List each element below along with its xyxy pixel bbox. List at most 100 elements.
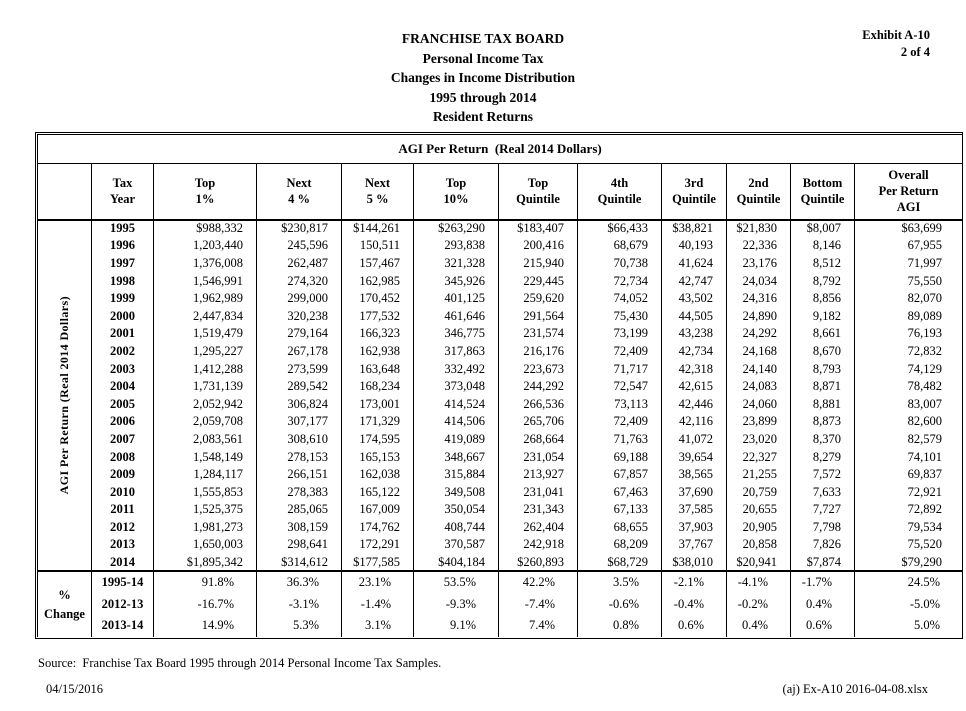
value-cell-overall-agi: 72,921 [853,483,964,501]
value-cell-top-10pct: 414,506 [413,413,499,431]
exhibit-number: Exhibit A-10 [862,28,930,42]
value-cell-next-4pct: 266,151 [256,465,342,484]
pct-value-cell-3rd-quintile: -0.4% [661,593,727,615]
value-cell-2nd-quintile: 23,899 [726,413,791,431]
year-cell: 2010 [91,483,154,501]
value-cell-2nd-quintile: 20,759 [726,483,791,501]
value-cell-top-quintile: 223,673 [498,360,578,378]
value-cell-4th-quintile: 72,409 [577,413,662,431]
value-cell-bottom-quintile: 8,670 [790,342,855,361]
year-cell: 2000 [91,307,154,326]
value-cell-3rd-quintile: 41,624 [661,254,727,273]
value-cell-top-10pct: 419,089 [413,430,499,449]
column-header-tax-year: Tax Year [91,163,154,221]
value-cell-top-quintile: 265,706 [498,413,578,431]
value-cell-overall-agi: 82,070 [853,289,964,308]
value-cell-next-5pct: 170,452 [341,289,414,308]
value-cell-4th-quintile: $66,433 [577,219,662,238]
value-cell-top-10pct: 332,492 [413,360,499,378]
column-header-2nd-quintile: 2nd Quintile [726,163,791,221]
table-row-2010: 2010 1,555,853 278,383 165,122 349,508 231,04… [38,483,964,501]
year-cell: 2012 [91,518,154,537]
year-cell: 2005 [91,395,154,414]
value-cell-top-1pct: 1,284,117 [153,465,257,484]
value-cell-3rd-quintile: 43,238 [661,325,727,343]
value-cell-top-quintile: 231,054 [498,448,578,466]
pct-value-cell-next-5pct: -1.4% [341,593,414,615]
value-cell-next-4pct: $230,817 [256,219,342,238]
value-cell-4th-quintile: 75,430 [577,307,662,326]
pct-value-cell-top-quintile: 7.4% [498,614,578,637]
footer-date: 04/15/2016 [46,682,103,696]
value-cell-top-10pct: 346,775 [413,325,499,343]
value-cell-bottom-quintile: 7,572 [790,465,855,484]
value-cell-3rd-quintile: 42,747 [661,272,727,290]
value-cell-bottom-quintile: $7,874 [790,553,855,572]
pct-change-row-2012-13: 2012-13 -16.7% -3.1% -1.4% -9.3% -7.4% -0.6% -0… [38,593,964,615]
value-cell-2nd-quintile: 24,060 [726,395,791,414]
year-cell: 2011 [91,501,154,519]
value-cell-next-5pct: 165,153 [341,448,414,466]
value-cell-next-5pct: 174,595 [341,430,414,449]
value-cell-overall-agi: 75,520 [853,536,964,554]
value-cell-next-4pct: 278,383 [256,483,342,501]
value-cell-top-quintile: 231,041 [498,483,578,501]
table-row-2012: 2012 1,981,273 308,159 174,762 408,744 262,40… [38,518,964,537]
value-cell-overall-agi: 76,193 [853,325,964,343]
column-header-next-5pct: Next 5 % [341,163,414,221]
value-cell-next-4pct: 274,320 [256,272,342,290]
table-row-2013: 2013 1,650,003 298,641 172,291 370,587 242,91… [38,536,964,554]
value-cell-next-4pct: 320,238 [256,307,342,326]
value-cell-top-quintile: 244,292 [498,377,578,396]
value-cell-2nd-quintile: 22,327 [726,448,791,466]
column-header-bottom-quintile: Bottom Quintile [790,163,855,221]
value-cell-4th-quintile: 67,133 [577,501,662,519]
table-row-2009: 2009 1,284,117 266,151 162,038 315,884 213,92… [38,465,964,484]
value-cell-4th-quintile: 68,209 [577,536,662,554]
table-body: AGI Per Return (Real 2014 Dollars) 1995 $9… [37,219,964,637]
value-cell-2nd-quintile: 24,292 [726,325,791,343]
value-cell-top-1pct: 1,412,288 [153,360,257,378]
value-cell-4th-quintile: 73,113 [577,395,662,414]
pct-value-cell-top-10pct: -9.3% [413,593,499,615]
table-row-1995: AGI Per Return (Real 2014 Dollars) 1995 $9… [37,219,964,572]
value-cell-4th-quintile: 69,188 [577,448,662,466]
table-row-1999: 1999 1,962,989 299,000 170,452 401,125 259,62… [38,289,964,308]
value-cell-4th-quintile: 73,199 [577,325,662,343]
value-cell-top-quintile: 268,664 [498,430,578,449]
value-cell-top-10pct: $404,184 [413,553,499,572]
value-cell-top-quintile: 242,918 [498,536,578,554]
value-cell-next-5pct: 168,234 [341,377,414,396]
corner-cell [37,163,92,221]
value-cell-top-1pct: 2,447,834 [153,307,257,326]
value-cell-next-4pct: 267,178 [256,342,342,361]
value-cell-top-10pct: 345,926 [413,272,499,290]
value-cell-2nd-quintile: $20,941 [726,553,791,572]
value-cell-bottom-quintile: 8,512 [790,254,855,273]
pct-value-cell-4th-quintile: 3.5% [577,570,662,594]
value-cell-4th-quintile: 68,655 [577,518,662,537]
column-header-top-quintile: Top Quintile [498,163,578,221]
value-cell-top-10pct: 350,054 [413,501,499,519]
table-row-2000: 2000 2,447,834 320,238 177,532 461,646 291,56… [38,307,964,326]
value-cell-top-1pct: 1,548,149 [153,448,257,466]
value-cell-2nd-quintile: 21,255 [726,465,791,484]
value-cell-top-10pct: 373,048 [413,377,499,396]
value-cell-2nd-quintile: 24,890 [726,307,791,326]
year-cell: 2013 [91,536,154,554]
pct-value-cell-next-4pct: -3.1% [256,593,342,615]
value-cell-bottom-quintile: 8,881 [790,395,855,414]
column-header-row: Tax Year Top 1% Next 4 % Next 5 % Top 10% Top… [37,163,964,221]
value-cell-3rd-quintile: 40,193 [661,237,727,255]
value-cell-4th-quintile: 72,409 [577,342,662,361]
column-header-4th-quintile: 4th Quintile [577,163,662,221]
value-cell-top-1pct: 1,962,989 [153,289,257,308]
pct-value-cell-4th-quintile: -0.6% [577,593,662,615]
value-cell-next-4pct: 307,177 [256,413,342,431]
value-cell-4th-quintile: 71,717 [577,360,662,378]
value-cell-next-5pct: 172,291 [341,536,414,554]
value-cell-next-5pct: 174,762 [341,518,414,537]
value-cell-4th-quintile: 70,738 [577,254,662,273]
pct-value-cell-3rd-quintile: -2.1% [661,570,727,594]
column-header-top-1pct: Top 1% [153,163,257,221]
